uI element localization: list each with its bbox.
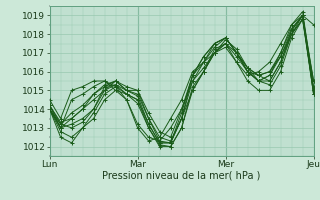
- X-axis label: Pression niveau de la mer( hPa ): Pression niveau de la mer( hPa ): [102, 171, 261, 181]
